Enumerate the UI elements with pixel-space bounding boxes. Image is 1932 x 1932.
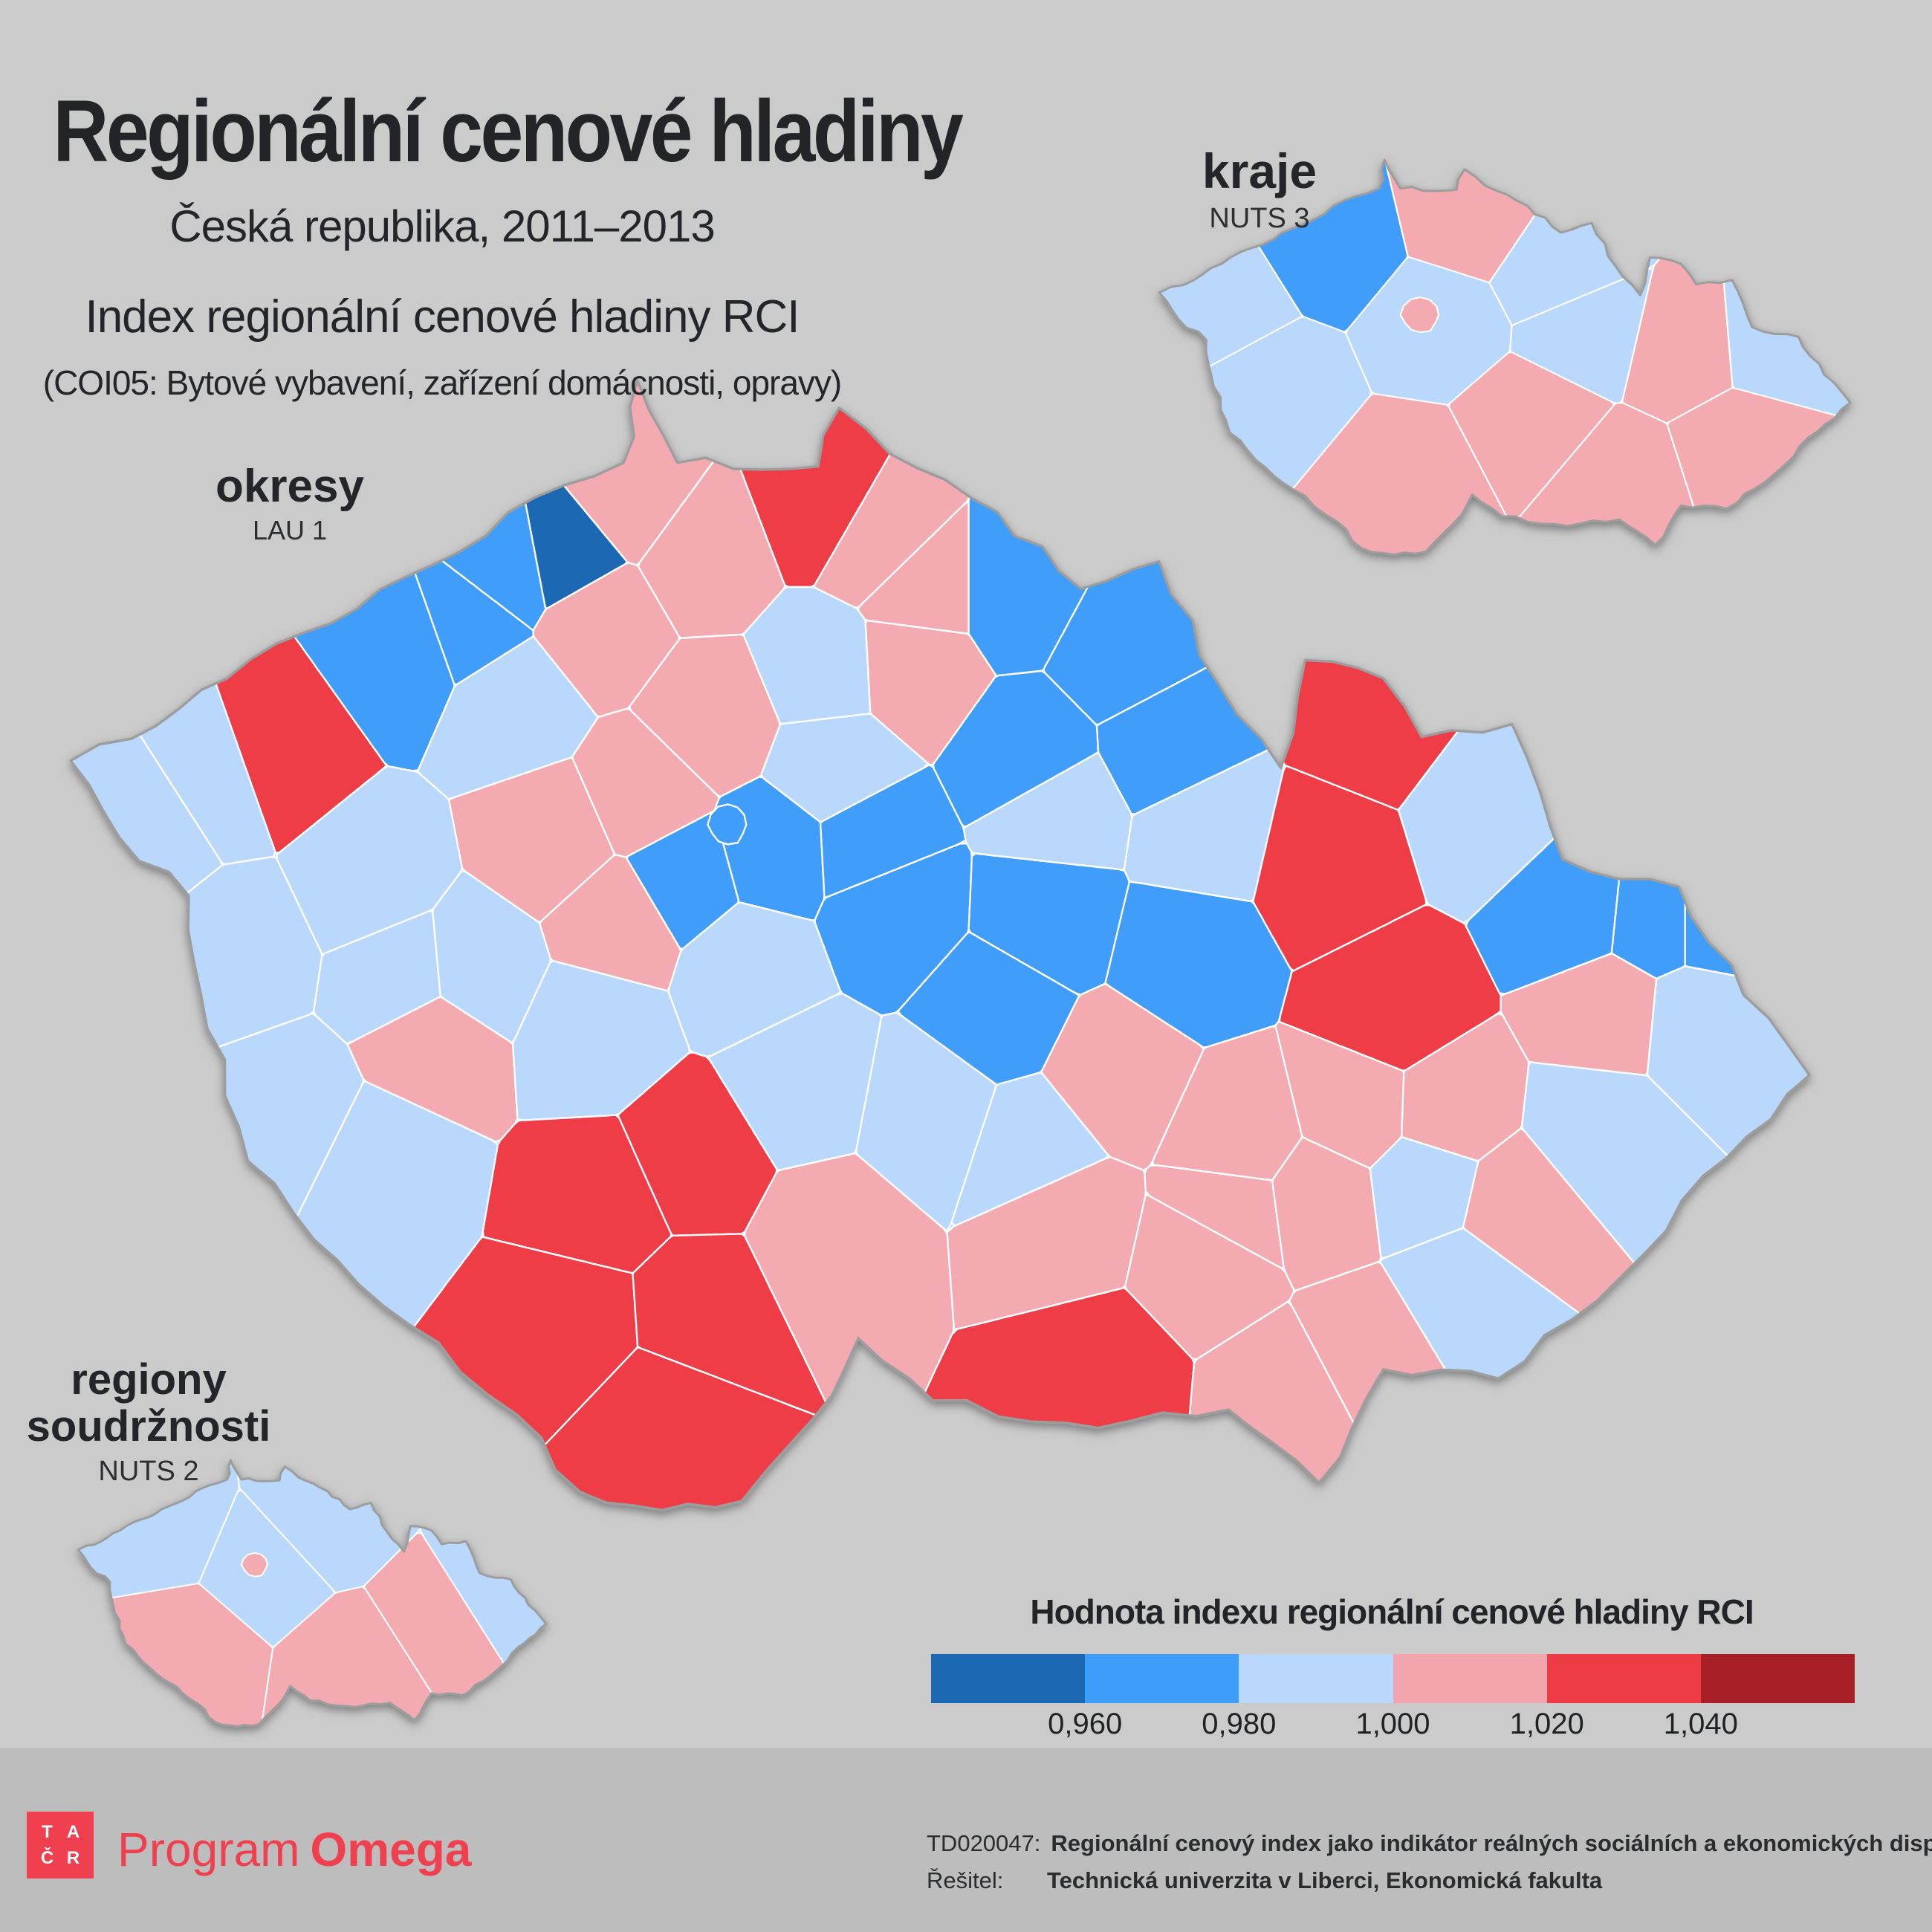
project-title: Regionální cenový index jako indikátor r…	[1051, 1830, 1932, 1856]
footer-bar	[0, 1748, 1932, 1932]
district-cell	[1646, 965, 1809, 1511]
project-code: TD020047:	[927, 1830, 1041, 1856]
legend-swatch	[1239, 1654, 1393, 1703]
legend-tick-labels: 0,960 0,980 1,000 1,020 1,040	[931, 1708, 1855, 1740]
legend-swatch	[1393, 1654, 1547, 1703]
district-cell	[78, 1583, 274, 1727]
okresy-sub: LAU 1	[252, 515, 328, 546]
tacr-logo-letter: T	[42, 1821, 53, 1842]
district-cell	[1666, 386, 1851, 555]
district-cell	[1611, 687, 1686, 980]
legend-tick: 0,980	[1202, 1708, 1277, 1740]
kraje-sub: NUTS 3	[1209, 203, 1310, 235]
okresy-title: okresy	[215, 461, 364, 512]
page-title: Regionální cenové hladiny	[53, 82, 963, 181]
program-omega-wordmark: Program Omega	[117, 1822, 471, 1877]
district-cell	[1401, 1012, 1530, 1162]
omega-word: Omega	[310, 1823, 472, 1876]
index-name: Index regionální cenové hladiny RCI	[85, 291, 800, 343]
legend-colorbar	[931, 1654, 1855, 1703]
kraje-title: kraje	[1202, 143, 1317, 198]
legend-swatch	[1700, 1654, 1855, 1703]
program-word: Program	[117, 1823, 300, 1876]
page-subtitle: Česká republika, 2011–2013	[169, 201, 715, 251]
legend-tick: 0,960	[1048, 1708, 1123, 1740]
legend-tick: 1,000	[1355, 1708, 1430, 1740]
legend-swatch	[931, 1654, 1086, 1703]
index-category: (COI05: Bytové vybavení, zařízení domácn…	[42, 363, 843, 402]
label-kraje: kraje NUTS 3	[1137, 143, 1382, 235]
district-cell	[1716, 160, 1851, 513]
district-cell	[71, 1346, 971, 1511]
tacr-logo-letter: Č	[40, 1847, 54, 1868]
legend-tick: 1,040	[1663, 1708, 1738, 1740]
tacr-logo-letter: A	[66, 1821, 80, 1842]
solver-value: Technická univerzita v Liberci, Ekonomic…	[1047, 1867, 1603, 1894]
header: Regionální cenové hladiny Česká republik…	[0, 82, 964, 403]
legend-swatch	[1085, 1654, 1239, 1703]
district-cell	[932, 670, 1100, 829]
project-info: TD020047: Regionální cenový index jako in…	[927, 1825, 1932, 1899]
district-cell	[419, 1460, 546, 1727]
prague-enclave	[1399, 296, 1440, 334]
nuts2-sub: NUTS 2	[98, 1456, 199, 1488]
solver-label: Řešitel:	[927, 1867, 1004, 1894]
prague-enclave	[240, 1552, 268, 1578]
label-okresy: okresy LAU 1	[171, 462, 409, 545]
legend-title: Hodnota indexu regionální cenové hladiny…	[1030, 1592, 1754, 1631]
legend-swatch	[1546, 1654, 1701, 1703]
prague-enclave	[707, 803, 748, 846]
district-cell	[760, 713, 930, 823]
nuts2-title-line2: soudržnosti	[26, 1401, 271, 1450]
tacr-logo-letter: R	[66, 1847, 80, 1868]
legend-tick: 1,020	[1509, 1708, 1584, 1740]
nuts2-title-line1: regiony	[71, 1355, 227, 1404]
label-nuts2: regiony soudržnosti NUTS 2	[15, 1355, 282, 1488]
